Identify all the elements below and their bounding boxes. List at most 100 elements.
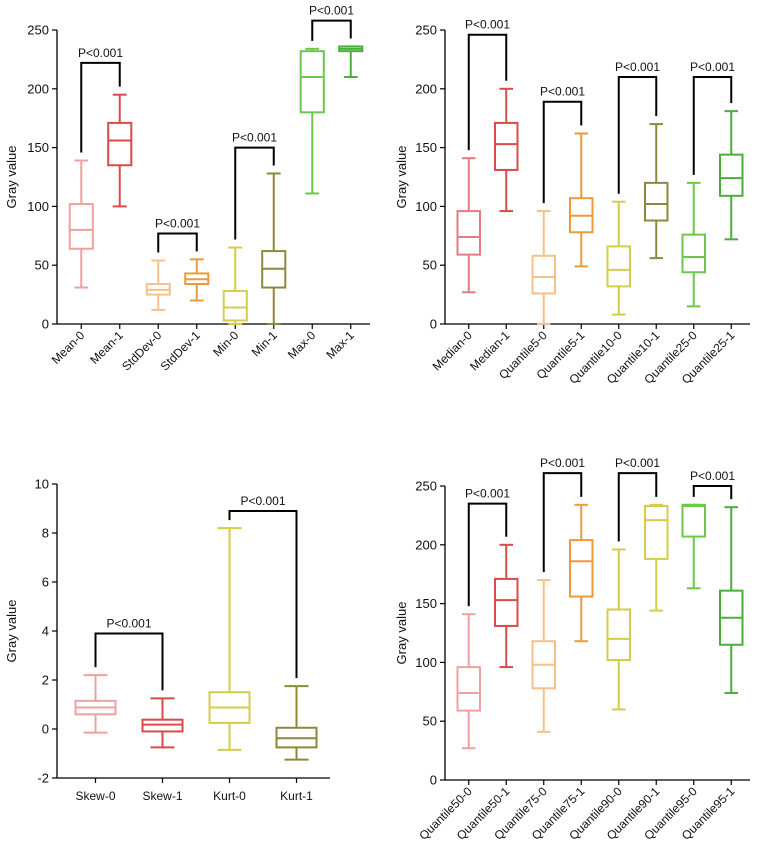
y-axis-title: Gray value (394, 602, 409, 665)
box-plot-quantile25-1 (719, 110, 744, 241)
y-tick-label: 250 (415, 479, 437, 494)
box-iqr (606, 608, 631, 662)
p-value-label: P<0.001 (155, 216, 200, 230)
box-plot-kurt-0 (208, 527, 251, 751)
y-tick-label: 100 (415, 199, 437, 214)
p-value-label: P<0.001 (106, 616, 151, 630)
y-axis-title: Gray value (4, 146, 19, 209)
box-plot-max-1 (338, 45, 364, 79)
y-tick-label: 10 (35, 477, 49, 492)
bracket-line (467, 33, 508, 151)
box-plot-quantile95-0 (681, 503, 706, 590)
x-tick-label: StdDev-0 (119, 328, 165, 374)
box-iqr (456, 666, 481, 712)
x-tick-label: Median-0 (430, 328, 476, 374)
box-iqr (494, 577, 519, 627)
p-value-label: P<0.001 (540, 456, 585, 470)
box-iqr (531, 254, 556, 295)
bracket-line (80, 61, 121, 153)
box-plot-skew-0 (74, 674, 117, 734)
box-iqr (719, 153, 744, 197)
box-plot-quantile10-0 (606, 200, 631, 316)
significance-bracket: P<0.001 (155, 216, 200, 253)
x-tick-label: Mean-0 (49, 328, 88, 367)
y-axis-title: Gray value (394, 146, 409, 209)
box-plot-quantile50-1 (494, 543, 519, 669)
y-tick-label: 50 (423, 258, 437, 273)
p-value-label: P<0.001 (465, 18, 510, 32)
box-plot-mean-0 (68, 159, 94, 289)
box-plot-quantile25-0 (681, 181, 706, 308)
bracket-line (228, 509, 298, 679)
bracket-line (542, 472, 583, 573)
x-tick-label: Skew-1 (142, 789, 182, 803)
box-iqr (222, 290, 248, 322)
significance-bracket: P<0.001 (465, 18, 510, 151)
y-axis-title: Gray value (4, 600, 19, 663)
y-tick-label: 0 (42, 722, 49, 737)
y-tick-label: 250 (415, 23, 437, 38)
bracket-line (94, 632, 164, 691)
box-plot-median-0 (456, 157, 481, 294)
y-tick-label: 4 (42, 624, 49, 639)
box-plot-min-1 (261, 172, 287, 325)
box-plot-min-0 (222, 246, 248, 325)
bracket-line (467, 502, 508, 607)
box-plot-quantile90-1 (644, 503, 669, 612)
y-tick-label: 200 (415, 81, 437, 96)
p-value-label: P<0.001 (78, 46, 123, 60)
bracket-line (617, 472, 658, 542)
x-tick-label: Min-0 (210, 328, 241, 359)
box-plot-quantile75-1 (569, 503, 594, 643)
box-iqr (494, 121, 519, 171)
panel-median-quantiles-low: 0 50 100 150 200 250 Gray value Median-0 Median-… (390, 0, 761, 429)
box-plot-max-0 (299, 47, 325, 195)
x-tick-label: Skew-0 (75, 789, 115, 803)
box-iqr (606, 245, 631, 288)
bracket-line (692, 76, 733, 175)
y-tick-label: 150 (27, 140, 49, 155)
y-tick-label: 8 (42, 526, 49, 541)
y-tick-label: 6 (42, 575, 49, 590)
p-value-label: P<0.001 (690, 60, 735, 74)
bracket-line (157, 232, 198, 253)
box-plot-quantile75-0 (531, 579, 556, 733)
significance-bracket: P<0.001 (232, 131, 277, 240)
significance-bracket: P<0.001 (690, 60, 735, 175)
significance-bracket: P<0.001 (228, 494, 298, 679)
significance-bracket: P<0.001 (540, 456, 585, 573)
box-plot-quantile95-1 (719, 506, 744, 694)
x-tick-label: Min-1 (249, 328, 280, 359)
y-tick-label: 100 (27, 199, 49, 214)
p-value-label: P<0.001 (615, 456, 660, 470)
significance-bracket: P<0.001 (78, 46, 123, 153)
y-tick-label: 0 (430, 317, 437, 332)
significance-bracket: P<0.001 (690, 469, 735, 500)
y-tick-label: 0 (430, 773, 437, 788)
box-plot-mean-1 (107, 93, 133, 208)
box-plot-quantile5-1 (569, 132, 594, 268)
p-value-label: P<0.001 (232, 131, 277, 145)
chart-skew-kurt: -2 0 2 4 6 8 10 Gray value Skew-0 Skew-1 Kurt-0 Kur… (4, 477, 330, 803)
p-value-label: P<0.001 (615, 60, 660, 74)
box-plot-stddev-1 (184, 258, 210, 302)
box-plot-skew-1 (141, 697, 184, 749)
y-tick-label: 100 (415, 655, 437, 670)
box-iqr (107, 121, 133, 167)
box-iqr (681, 233, 706, 274)
bracket-line (542, 100, 583, 204)
y-tick-label: 250 (27, 23, 49, 38)
y-tick-label: -2 (37, 771, 49, 786)
y-tick-label: 50 (423, 714, 437, 729)
box-plot-kurt-1 (275, 685, 318, 761)
x-tick-label: StdDev-1 (158, 328, 204, 374)
box-plot-quantile50-0 (456, 613, 481, 750)
x-tick-label: Kurt-1 (280, 789, 313, 803)
significance-bracket: P<0.001 (94, 616, 164, 691)
significance-bracket: P<0.001 (615, 60, 660, 194)
p-value-label: P<0.001 (240, 494, 285, 508)
panel-quantiles-high: 0 50 100 150 200 250 Gray value Quantile50-0 Qua… (390, 424, 761, 853)
box-plot-quantile90-0 (606, 548, 631, 711)
x-tick-label: Max-1 (323, 328, 357, 362)
